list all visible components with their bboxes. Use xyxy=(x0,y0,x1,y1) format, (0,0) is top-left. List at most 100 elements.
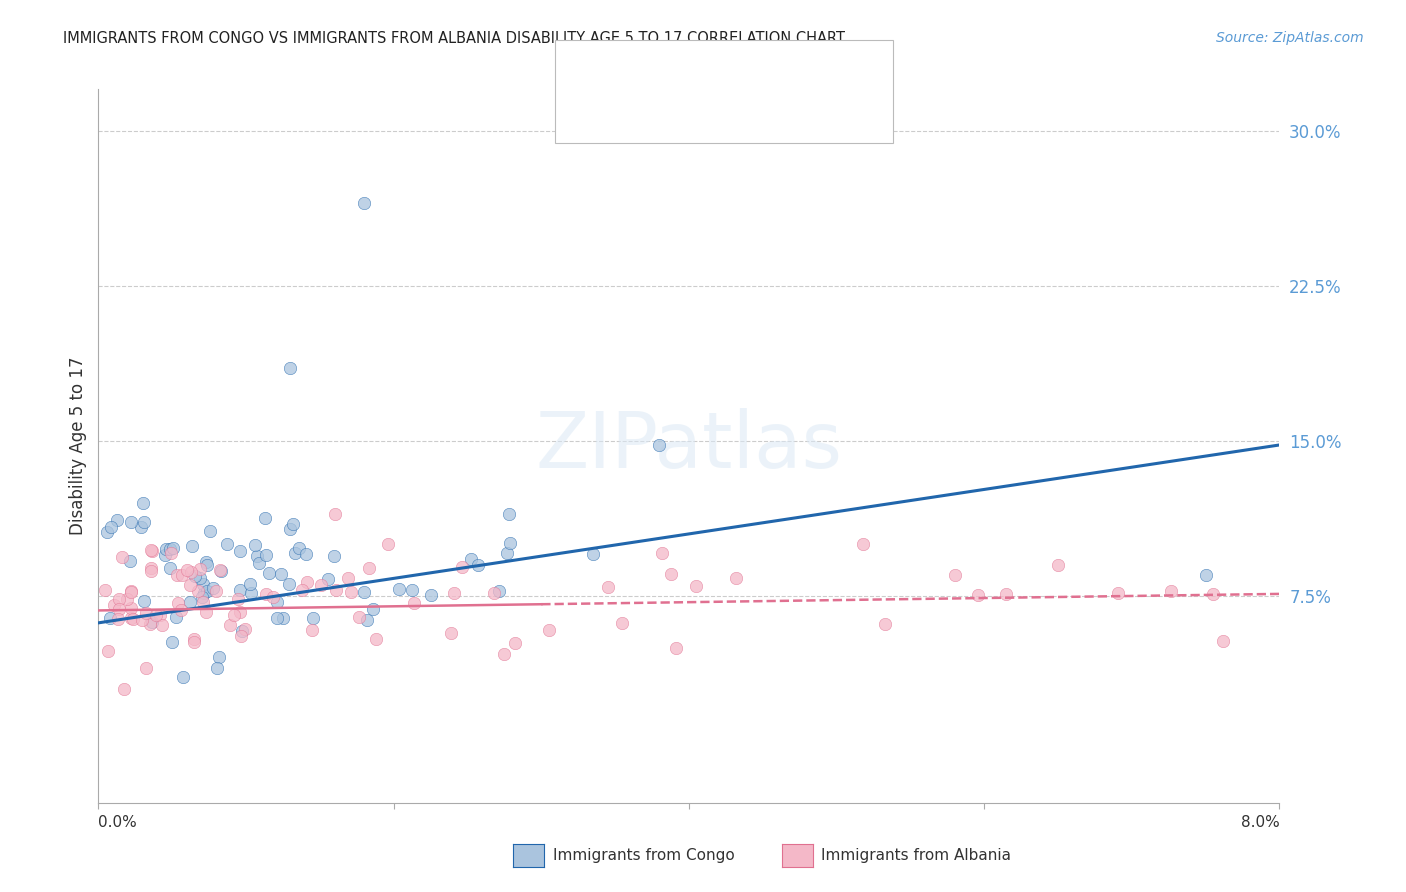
Text: R =: R = xyxy=(630,106,666,124)
Point xyxy=(460,551,482,566)
Point xyxy=(160,635,183,649)
Point xyxy=(239,576,262,591)
Point xyxy=(100,520,122,534)
Point xyxy=(180,539,202,553)
Point xyxy=(160,546,183,560)
Text: Source: ZipAtlas.com: Source: ZipAtlas.com xyxy=(1216,31,1364,45)
Point xyxy=(651,546,673,560)
Point xyxy=(280,361,302,376)
Text: 0.234: 0.234 xyxy=(668,54,716,72)
Point xyxy=(172,670,194,684)
Point xyxy=(505,636,527,650)
Point xyxy=(97,643,120,657)
Point xyxy=(134,593,156,607)
Point xyxy=(120,584,142,599)
Point xyxy=(685,579,707,593)
Point xyxy=(139,543,162,558)
Point xyxy=(353,196,375,211)
Point xyxy=(120,611,142,625)
Point xyxy=(228,582,250,597)
Point xyxy=(325,508,347,522)
Point xyxy=(141,544,163,558)
Point xyxy=(145,608,167,623)
Point xyxy=(121,612,143,626)
Point xyxy=(209,564,232,578)
Point xyxy=(193,586,215,600)
Point xyxy=(135,606,157,620)
Point xyxy=(295,547,318,561)
Point xyxy=(284,546,307,560)
Point xyxy=(287,541,309,556)
Point xyxy=(190,591,212,605)
Point xyxy=(243,538,266,552)
Point xyxy=(176,563,198,577)
Point xyxy=(149,607,172,622)
Point xyxy=(1195,568,1218,582)
Point xyxy=(356,613,378,627)
Point xyxy=(94,583,117,598)
Point xyxy=(229,628,252,642)
Point xyxy=(195,555,218,569)
Point xyxy=(875,617,897,632)
Point xyxy=(162,541,184,555)
Point xyxy=(247,557,270,571)
Text: 0.060: 0.060 xyxy=(668,106,716,124)
Point xyxy=(170,603,193,617)
Point xyxy=(132,496,155,510)
Point xyxy=(337,571,360,585)
Point xyxy=(281,517,304,532)
Point xyxy=(105,513,128,527)
Text: 88: 88 xyxy=(770,106,792,124)
Point xyxy=(482,586,505,600)
Point xyxy=(135,661,157,675)
Point xyxy=(107,612,129,626)
Point xyxy=(150,618,173,632)
Point xyxy=(994,587,1017,601)
Point xyxy=(665,641,688,656)
Point xyxy=(195,558,218,572)
Point xyxy=(316,572,339,586)
Point xyxy=(359,561,381,575)
Point xyxy=(364,632,387,647)
Point xyxy=(278,522,301,536)
Point xyxy=(134,515,156,529)
Point xyxy=(596,581,619,595)
Point xyxy=(165,609,187,624)
Text: Immigrants from Albania: Immigrants from Albania xyxy=(821,848,1011,863)
Point xyxy=(229,543,252,558)
Point xyxy=(361,601,384,615)
Point xyxy=(96,524,118,539)
Point xyxy=(1212,633,1234,648)
Point xyxy=(188,571,211,585)
Point xyxy=(159,561,181,575)
Point xyxy=(183,634,205,648)
Point xyxy=(129,520,152,534)
Point xyxy=(266,611,288,625)
Point xyxy=(852,537,875,551)
Point xyxy=(153,548,176,562)
Point xyxy=(183,632,205,646)
Point xyxy=(443,586,465,600)
Point xyxy=(254,586,277,600)
Point xyxy=(115,592,138,607)
Point xyxy=(659,567,682,582)
Point xyxy=(179,595,201,609)
Point xyxy=(246,549,269,563)
Point xyxy=(440,625,463,640)
Point xyxy=(98,610,121,624)
Point xyxy=(1202,587,1225,601)
Point xyxy=(254,548,277,562)
Point xyxy=(262,591,284,605)
Point xyxy=(229,606,252,620)
Point xyxy=(1046,558,1070,572)
Text: 0.0%: 0.0% xyxy=(98,815,138,830)
Point xyxy=(141,615,163,629)
Point xyxy=(209,563,232,577)
Point xyxy=(1107,586,1129,600)
Point xyxy=(217,537,239,551)
Point xyxy=(166,568,188,582)
Point xyxy=(488,583,510,598)
Point xyxy=(499,536,522,550)
Point xyxy=(179,578,201,592)
Point xyxy=(450,559,472,574)
